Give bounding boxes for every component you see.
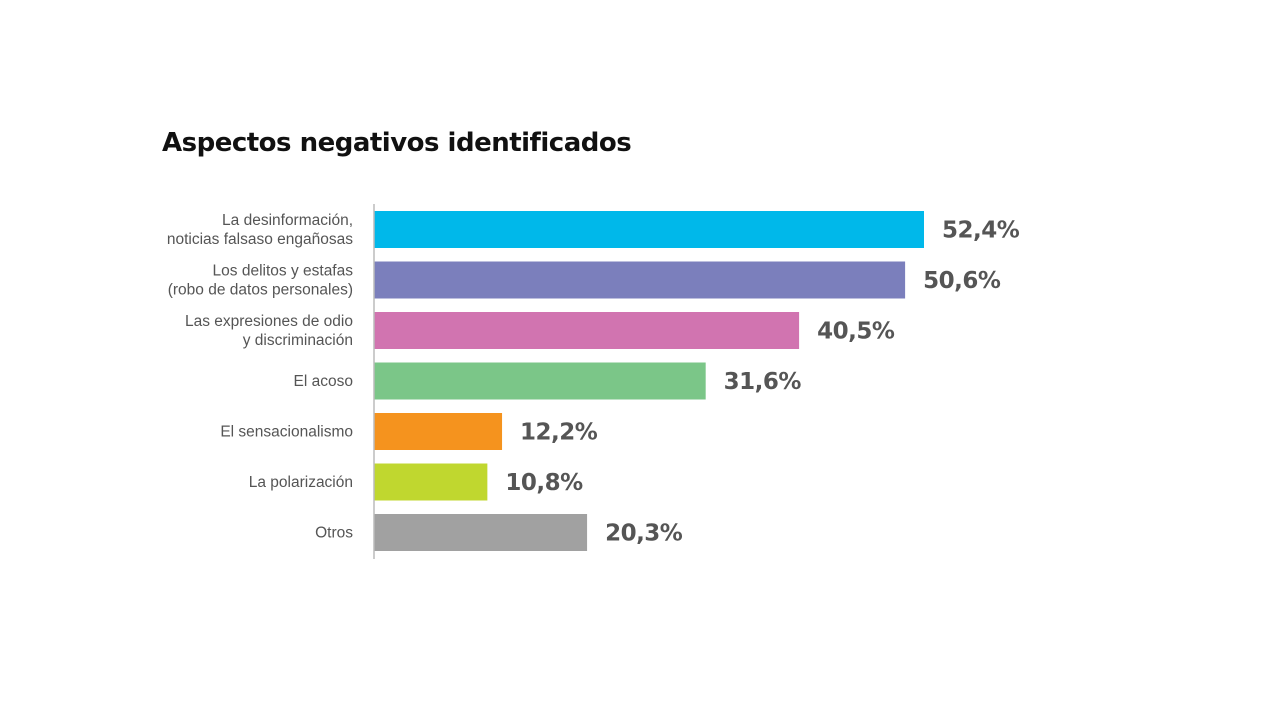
value-label: 10,8% (505, 470, 583, 496)
category-label: y discriminación (243, 332, 353, 349)
category-label: El acoso (294, 373, 353, 390)
value-labels: 52,4% 50,6% 40,5% 31,6% 12,2% 10,8% 20,3% (505, 218, 1020, 547)
category-label: Otros (315, 525, 353, 542)
bar (374, 261, 906, 299)
bars (374, 211, 924, 551)
category-label: La desinformación, (222, 212, 353, 229)
value-label: 50,6% (923, 268, 1001, 294)
category-labels: La desinformación, noticias falsaso engañ… (167, 212, 353, 542)
value-label: 12,2% (520, 420, 598, 446)
value-label: 20,3% (605, 521, 683, 547)
category-label: Los delitos y estafas (213, 263, 354, 280)
bar (374, 413, 503, 450)
chart-title: Aspectos negativos identificados (162, 128, 632, 158)
value-label: 31,6% (724, 369, 802, 395)
category-label: (robo de datos personales) (168, 282, 353, 299)
category-label: noticias falsaso engañosas (167, 231, 353, 248)
bar (374, 362, 706, 400)
bar (374, 463, 488, 501)
category-label: La polarización (249, 474, 353, 491)
category-label: El sensacionalismo (220, 424, 353, 441)
value-label: 40,5% (817, 319, 895, 345)
category-label: Las expresiones de odio (185, 313, 353, 330)
bar (374, 312, 800, 349)
bar (374, 514, 588, 551)
value-label: 52,4% (942, 218, 1020, 244)
bar (374, 211, 924, 248)
